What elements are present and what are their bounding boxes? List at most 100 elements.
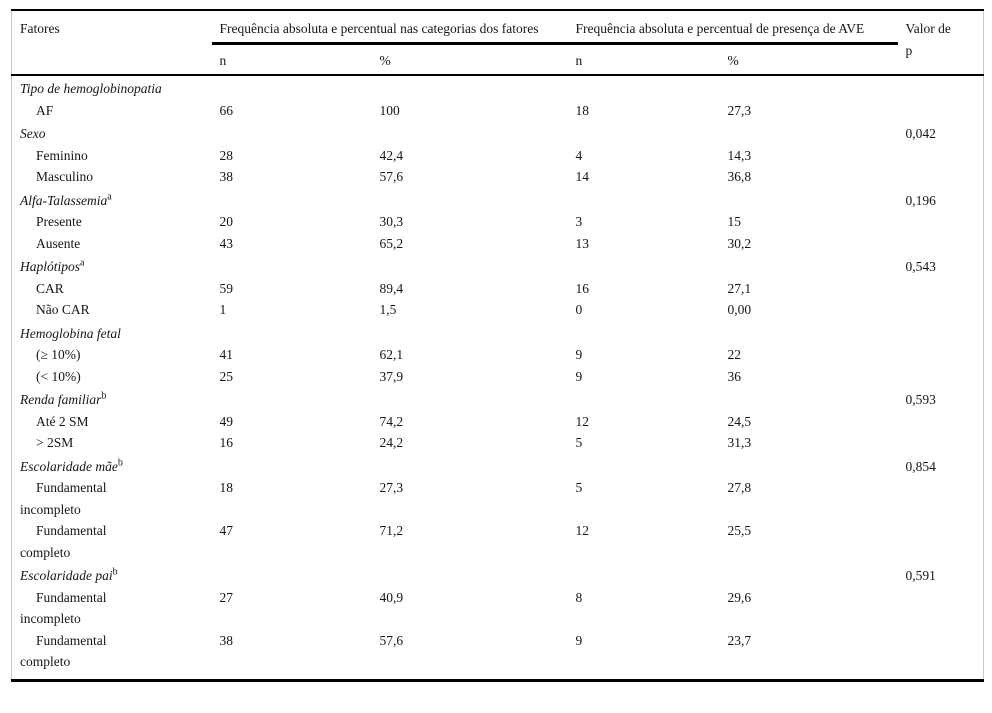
section-header-row: Tipo de hemoglobinopatia	[12, 75, 984, 100]
footnote-marker: b	[117, 457, 123, 468]
n-ave-cell: 3	[575, 214, 583, 229]
n-ave-cell: 12	[575, 413, 590, 429]
pct-categories-cell: 42,4	[379, 147, 404, 163]
n-categories-cell	[212, 563, 372, 587]
factor-category-label: Fundamental completo	[20, 632, 107, 670]
pct-ave-cell: 36	[727, 368, 742, 384]
pct-ave-cell	[720, 121, 898, 145]
column-header-freq-categorias: Frequência absoluta e percentual nas cat…	[211, 10, 568, 45]
pct-ave-cell: 27,8	[727, 480, 752, 495]
factor-section-label: Escolaridade paib	[20, 566, 118, 583]
factor-cell: Tipo de hemoglobinopatia	[12, 75, 212, 100]
n-categories-cell	[212, 75, 372, 100]
footnote-marker: b	[101, 390, 107, 402]
pct-categories-cell: 57,6	[379, 169, 404, 184]
factor-cell: Não CAR	[12, 299, 212, 321]
n-ave-cell: 8	[575, 589, 583, 605]
data-row: Ausente 43 65,2 13 30,2	[12, 233, 984, 255]
factor-cell: Presente	[12, 211, 212, 233]
pct-ave-cell: 15	[727, 214, 742, 229]
n-ave-cell: 18	[575, 102, 590, 118]
header-row-groups: Fatores Frequência absoluta e percentual…	[11, 10, 984, 76]
pct-ave-cell	[720, 188, 898, 212]
section-header-row: Alfa-Talassemiaa 0,196	[12, 188, 984, 212]
n-categories-cell: 41	[219, 347, 234, 362]
n-categories-cell	[212, 387, 372, 411]
n-categories-cell: 49	[219, 413, 234, 429]
p-value-cell	[898, 75, 984, 100]
pct-categories-cell	[372, 254, 568, 278]
n-ave-cell: 14	[575, 169, 590, 184]
p-value-cell: 0,854	[905, 458, 936, 474]
n-ave-cell: 5	[575, 480, 583, 495]
n-ave-cell: 12	[575, 523, 590, 538]
factor-cell: Haplótiposa	[12, 254, 212, 278]
n-categories-cell: 38	[219, 169, 234, 184]
factor-cell: > 2SM	[12, 432, 212, 454]
pct-categories-cell: 100	[379, 102, 400, 118]
p-value-cell: 0,196	[905, 192, 936, 208]
data-row: Presente 20 30,3 3 15	[12, 211, 984, 233]
data-row: (< 10%) 25 37,9 9 36	[12, 366, 984, 388]
n-ave-cell	[568, 254, 720, 278]
n-ave-cell: 0	[575, 302, 583, 317]
factor-category-label: Fundamental completo	[20, 523, 107, 560]
n-ave-cell: 9	[575, 632, 583, 648]
pct-categories-cell	[372, 321, 568, 345]
factor-category-label: (< 10%)	[36, 368, 81, 384]
pct-ave-cell: 22	[727, 347, 742, 362]
subheader-n-categorias: n	[211, 43, 372, 76]
factor-cell: Masculino	[12, 166, 212, 188]
p-value-cell	[898, 344, 984, 366]
data-row: Fundamental completo 38 57,6 9 23,7	[12, 630, 984, 681]
section-header-row: Renda familiarb 0,593	[12, 387, 984, 411]
p-value-cell: 0,593	[905, 392, 936, 407]
p-value-cell	[898, 477, 984, 520]
factor-category-label: Presente	[36, 214, 82, 229]
data-row: CAR 59 89,4 16 27,1	[12, 278, 984, 300]
p-value-cell: 0,543	[905, 259, 936, 274]
pct-ave-cell: 27,1	[727, 280, 752, 296]
factor-cell: (< 10%)	[12, 366, 212, 388]
table-container: Fatores Frequência absoluta e percentual…	[11, 9, 985, 682]
factor-cell: Até 2 SM	[12, 411, 212, 433]
pct-ave-cell	[720, 563, 898, 587]
pct-ave-cell: 14,3	[727, 147, 752, 163]
n-categories-cell: 66	[219, 102, 234, 118]
section-header-row: Escolaridade paib 0,591	[12, 563, 984, 587]
data-row: Não CAR 1 1,5 0 0,00	[12, 299, 984, 321]
factor-category-label: AF	[36, 102, 54, 118]
p-value-cell	[898, 520, 984, 563]
factor-section-label: Haplótiposa	[20, 257, 85, 274]
factor-cell: (≥ 10%)	[12, 344, 212, 366]
pct-ave-cell	[720, 387, 898, 411]
p-value-cell	[898, 366, 984, 388]
data-row: (≥ 10%) 41 62,1 9 22	[12, 344, 984, 366]
pct-categories-cell: 1,5	[379, 302, 397, 317]
subheader-n-ave: n	[567, 43, 720, 76]
pct-categories-cell: 74,2	[379, 413, 404, 429]
factor-cell: Hemoglobina fetal	[12, 321, 212, 345]
section-header-row: Sexo 0,042	[12, 121, 984, 145]
pct-categories-cell	[372, 454, 568, 478]
p-value-cell	[898, 233, 984, 255]
factor-section-label: Hemoglobina fetal	[20, 325, 121, 341]
p-value-cell	[898, 166, 984, 188]
data-row: Feminino 28 42,4 4 14,3	[12, 145, 984, 167]
p-value-cell: 0,042	[905, 126, 936, 141]
pct-categories-cell: 30,3	[379, 214, 404, 229]
table-header: Fatores Frequência absoluta e percentual…	[11, 10, 984, 76]
p-value-cell	[898, 587, 984, 630]
factor-category-label: Feminino	[36, 147, 88, 163]
factor-cell: Escolaridade mãeb	[12, 454, 212, 478]
pct-ave-cell: 24,5	[727, 413, 752, 429]
pct-categories-cell: 71,2	[379, 523, 404, 538]
pct-categories-cell	[372, 563, 568, 587]
p-value-cell	[898, 211, 984, 233]
subheader-pct-ave: %	[719, 43, 898, 76]
pct-ave-cell: 31,3	[727, 435, 752, 450]
pct-ave-cell	[720, 321, 898, 345]
data-row: AF 66 100 18 27,3	[12, 100, 984, 122]
n-ave-cell: 13	[575, 235, 590, 251]
